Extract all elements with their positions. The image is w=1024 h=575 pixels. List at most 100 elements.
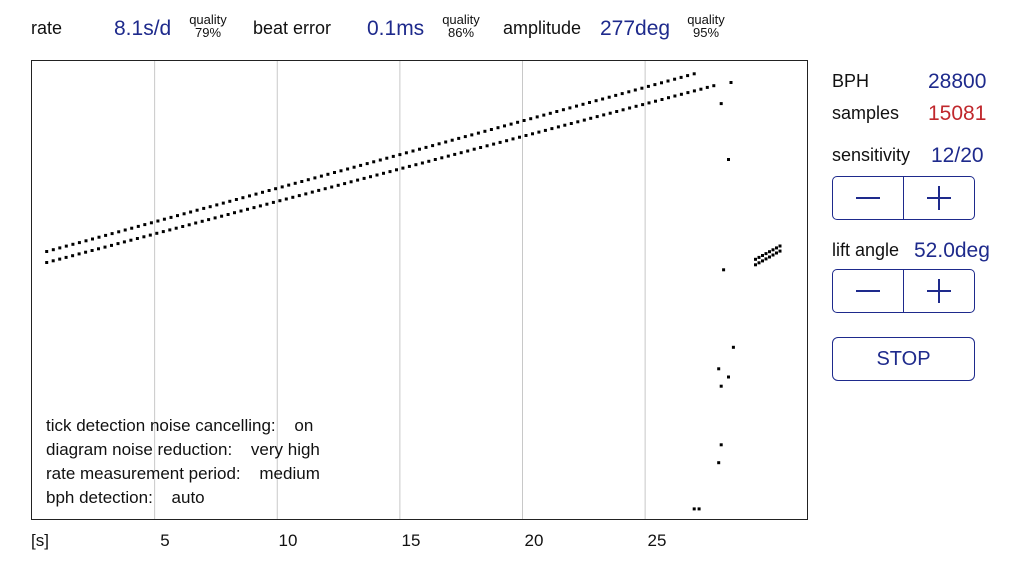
data-point bbox=[608, 111, 612, 115]
data-point bbox=[679, 92, 683, 96]
data-point bbox=[265, 202, 269, 206]
data-point bbox=[64, 244, 68, 248]
data-point bbox=[697, 507, 701, 511]
data-point bbox=[653, 83, 657, 87]
data-point bbox=[110, 232, 114, 236]
lift-angle-increase-button[interactable] bbox=[903, 270, 974, 312]
data-point bbox=[280, 185, 284, 189]
sensitivity-decrease-button[interactable] bbox=[833, 177, 903, 219]
data-point bbox=[563, 123, 567, 127]
rate-quality-value: 79% bbox=[194, 25, 222, 40]
timegrapher-chart: tick detection noise cancelling: on diag… bbox=[31, 60, 808, 520]
data-point bbox=[463, 135, 467, 139]
data-point bbox=[362, 176, 366, 180]
sensitivity-increase-button[interactable] bbox=[903, 177, 974, 219]
data-point bbox=[90, 249, 94, 252]
data-point bbox=[233, 211, 236, 215]
beat-quality-value: 86% bbox=[447, 25, 475, 40]
info-line-1: tick detection noise cancelling: on bbox=[46, 416, 313, 436]
data-point bbox=[692, 72, 696, 76]
data-point bbox=[148, 233, 152, 237]
data-point bbox=[241, 196, 245, 200]
data-point bbox=[202, 206, 206, 210]
data-point bbox=[634, 104, 638, 108]
data-point bbox=[84, 239, 88, 243]
data-point bbox=[453, 152, 457, 156]
data-point bbox=[356, 178, 360, 182]
data-point bbox=[414, 163, 418, 167]
data-point bbox=[156, 219, 160, 223]
data-point bbox=[509, 122, 513, 126]
minus-icon bbox=[856, 197, 880, 199]
data-point bbox=[761, 259, 764, 263]
data-point bbox=[667, 96, 670, 100]
data-point bbox=[731, 345, 735, 349]
data-point bbox=[686, 91, 690, 95]
data-point bbox=[673, 77, 677, 81]
data-point bbox=[660, 98, 664, 101]
data-point bbox=[511, 137, 515, 141]
data-point bbox=[775, 246, 778, 250]
minus-icon bbox=[856, 290, 880, 292]
data-point bbox=[71, 254, 75, 258]
data-point bbox=[45, 250, 49, 253]
rate-value: 8.1s/d bbox=[114, 17, 172, 40]
data-point bbox=[330, 185, 334, 189]
data-point bbox=[293, 181, 297, 185]
data-point bbox=[382, 171, 385, 175]
data-point bbox=[548, 111, 552, 115]
data-point bbox=[343, 182, 347, 186]
data-point bbox=[194, 221, 198, 225]
data-point bbox=[537, 130, 541, 134]
data-point bbox=[213, 216, 217, 220]
data-point bbox=[149, 221, 153, 225]
data-point bbox=[588, 101, 591, 104]
data-point bbox=[346, 167, 350, 171]
data-point bbox=[333, 171, 336, 174]
data-point bbox=[727, 375, 730, 379]
data-point bbox=[729, 81, 733, 84]
amplitude-quality-label: quality bbox=[687, 12, 725, 27]
data-point bbox=[176, 214, 179, 218]
info-diagram-noise-label: diagram noise reduction: bbox=[46, 440, 233, 459]
data-point bbox=[654, 99, 657, 103]
data-point bbox=[431, 144, 435, 148]
samples-value: 15081 bbox=[928, 102, 987, 125]
stop-button[interactable]: STOP bbox=[832, 337, 975, 381]
data-point bbox=[246, 207, 249, 211]
data-point bbox=[555, 110, 559, 113]
data-point bbox=[313, 176, 317, 180]
x-tick-label: 25 bbox=[647, 531, 667, 550]
data-point bbox=[258, 204, 262, 208]
data-point bbox=[660, 81, 663, 85]
data-point bbox=[234, 198, 238, 201]
data-point bbox=[407, 164, 411, 168]
data-point bbox=[365, 162, 369, 166]
data-point bbox=[142, 235, 146, 239]
data-point bbox=[252, 206, 256, 210]
data-point bbox=[424, 145, 428, 149]
data-point bbox=[352, 165, 356, 169]
data-point bbox=[291, 195, 295, 199]
data-point bbox=[450, 138, 454, 142]
beat-error-quality: quality 86% bbox=[439, 13, 483, 39]
data-point bbox=[459, 151, 463, 155]
data-point bbox=[492, 142, 496, 146]
data-point bbox=[712, 84, 716, 88]
lift-angle-decrease-button[interactable] bbox=[833, 270, 903, 312]
info-noise-cancelling-value: on bbox=[294, 416, 314, 435]
data-point bbox=[143, 223, 147, 227]
amplitude-label: amplitude bbox=[503, 18, 582, 38]
data-point bbox=[187, 223, 191, 227]
data-point bbox=[411, 149, 415, 153]
data-point bbox=[398, 153, 402, 157]
data-point bbox=[161, 230, 165, 234]
data-point bbox=[122, 240, 126, 244]
data-point bbox=[123, 228, 127, 232]
data-point bbox=[208, 205, 212, 209]
data-point bbox=[679, 75, 683, 79]
amplitude-value: 277deg bbox=[600, 17, 671, 40]
data-point bbox=[181, 225, 185, 228]
data-point bbox=[717, 367, 721, 371]
data-point bbox=[621, 108, 625, 112]
